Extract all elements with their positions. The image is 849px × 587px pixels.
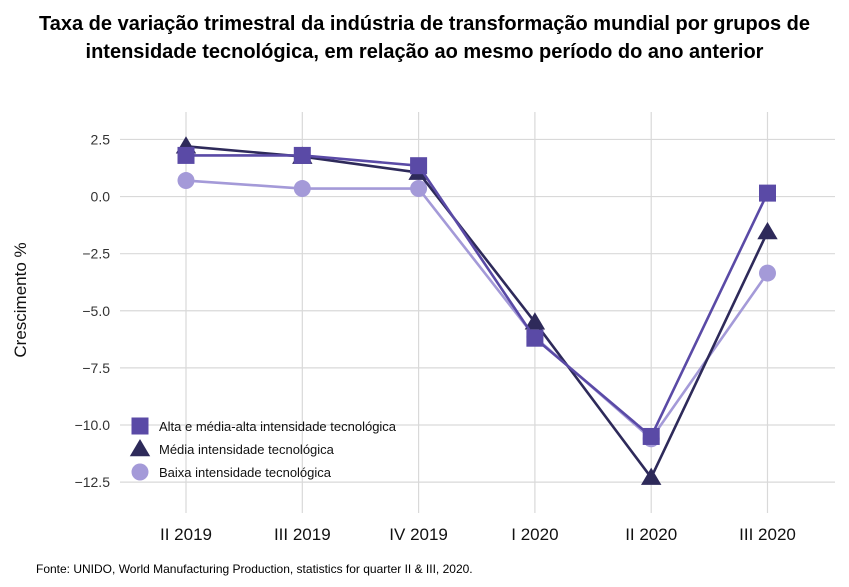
chart-title-line-1: Taxa de variação trimestral da indústria… xyxy=(39,13,810,35)
source-note: Fonte: UNIDO, World Manufacturing Produc… xyxy=(36,562,473,576)
data-point-circle xyxy=(410,180,428,198)
legend-label: Baixa intensidade tecnológica xyxy=(159,465,332,480)
data-point-square xyxy=(293,146,311,164)
x-axis-ticks: II 2019 III 2019 IV 2019 I 2020 II 2020 III 2… xyxy=(160,525,796,544)
y-tick-label: 0.0 xyxy=(91,189,111,205)
legend-item: Alta e média-alta intensidade tecnológic… xyxy=(131,417,397,435)
legend-label: Média intensidade tecnológica xyxy=(159,442,335,457)
series-line xyxy=(186,154,769,438)
data-point-triangle xyxy=(641,467,662,485)
y-tick-label: −7.5 xyxy=(82,360,110,376)
series-line xyxy=(185,179,769,441)
legend-marker-triangle xyxy=(129,438,151,457)
data-point-square xyxy=(642,427,660,445)
x-tick-label: I 2020 xyxy=(511,525,558,544)
legend: Alta e média-alta intensidade tecnológic… xyxy=(129,417,397,481)
y-axis-ticks: 2.5 0.0 −2.5 −5.0 −7.5 −10.0 −12.5 xyxy=(75,131,111,490)
data-point-square xyxy=(177,146,195,164)
y-tick-label: −2.5 xyxy=(82,246,110,262)
legend-item: Baixa intensidade tecnológica xyxy=(131,463,332,481)
x-tick-label: III 2020 xyxy=(739,525,796,544)
chart-title: Taxa de variação trimestral da indústria… xyxy=(0,10,849,66)
y-tick-label: −5.0 xyxy=(82,303,110,319)
data-point-circle xyxy=(293,180,311,198)
y-tick-label: −10.0 xyxy=(75,417,111,433)
data-point-triangle xyxy=(524,312,546,330)
series-square xyxy=(177,146,776,445)
data-point-square xyxy=(759,184,776,202)
x-tick-label: II 2020 xyxy=(625,525,677,544)
series-group xyxy=(175,136,778,485)
y-tick-label: 2.5 xyxy=(91,131,111,147)
legend-item: Média intensidade tecnológica xyxy=(129,438,335,457)
data-point-triangle xyxy=(757,221,778,240)
chart-title-line-2: intensidade tecnológica, em relação ao m… xyxy=(85,41,764,63)
legend-label: Alta e média-alta intensidade tecnológic… xyxy=(159,419,397,434)
legend-marker-square xyxy=(131,417,149,435)
y-axis-label: Crescimento % xyxy=(11,242,30,357)
legend-marker-circle xyxy=(131,463,149,481)
data-point-square xyxy=(410,157,428,175)
data-point-circle xyxy=(759,264,776,282)
x-tick-label: IV 2019 xyxy=(389,525,448,544)
x-tick-label: II 2019 xyxy=(160,525,212,544)
x-tick-label: III 2019 xyxy=(274,525,331,544)
data-point-square xyxy=(526,329,544,347)
y-tick-label: −12.5 xyxy=(75,474,111,490)
data-point-circle xyxy=(177,172,195,190)
